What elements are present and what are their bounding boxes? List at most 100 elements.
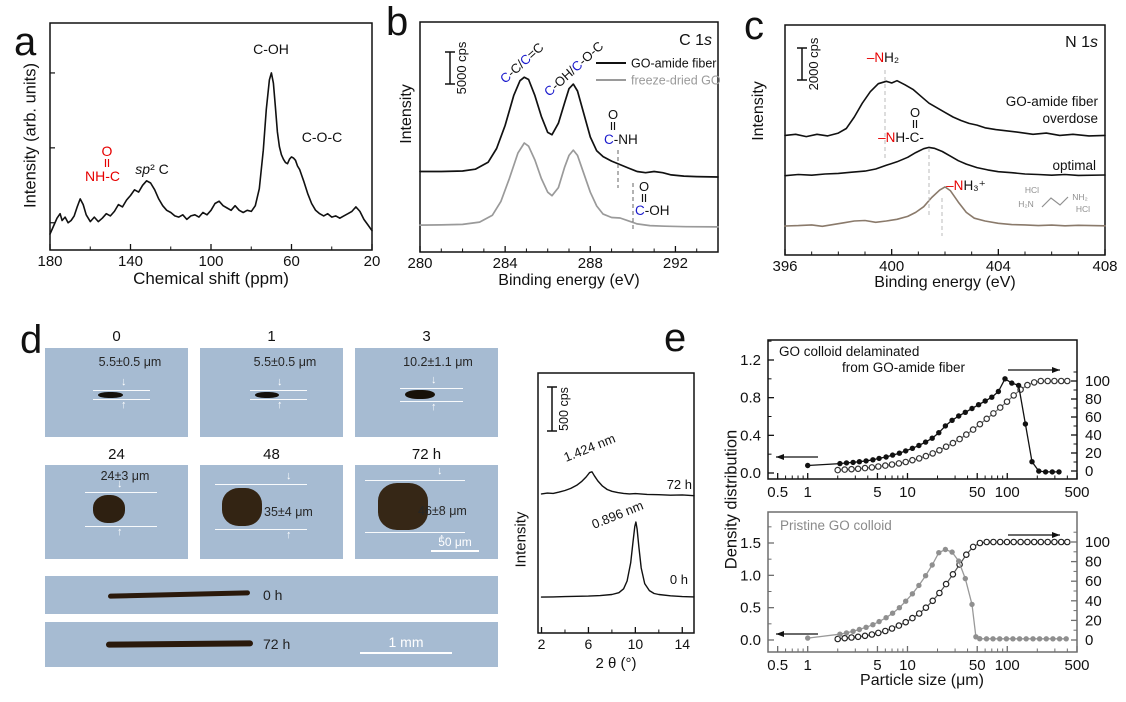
particle-size-bottom: 0.5 1 5 10 50 100 500 1.5 1.0 0.5 0.0 100 80 60 40 20 0 P… bbox=[740, 511, 1110, 674]
tile-time-label: 0 bbox=[112, 328, 121, 345]
svg-text:5: 5 bbox=[873, 657, 881, 674]
svg-text:0: 0 bbox=[1085, 463, 1093, 480]
fiber-cross-section bbox=[93, 495, 125, 523]
svg-text:1: 1 bbox=[804, 657, 812, 674]
microscopy-tile-0h: ↓ ↑ 5.5±0.5 μm bbox=[45, 348, 188, 437]
diameter-measurement: 24±3 μm bbox=[100, 469, 150, 483]
svg-text:C-OH: C-OH bbox=[635, 203, 670, 218]
svg-text:HCl: HCl bbox=[1076, 204, 1090, 214]
svg-text:from GO-amide fiber: from GO-amide fiber bbox=[842, 360, 966, 375]
panel-letter-b: b bbox=[386, 0, 409, 44]
svg-text:Pristine GO colloid: Pristine GO colloid bbox=[780, 518, 892, 533]
measure-line bbox=[400, 388, 463, 389]
axis-title-binding-energy-c: Binding energy (eV) bbox=[874, 274, 1016, 291]
microscopy-tile-24h: ↓ ↑ 24±3 μm bbox=[45, 465, 188, 559]
microscopy-tile-3h: ↓ ↑ 10.2±1.1 μm bbox=[355, 348, 498, 437]
xps-c1s-b: 280 284 288 292 5000 cps C 1s GO-amide fiber fr… bbox=[407, 21, 721, 272]
xps-n1s-c: 396 400 404 408 2000 cps N 1s –NH₂ GO-amide fib… bbox=[772, 24, 1118, 275]
svg-text:O: O bbox=[608, 107, 618, 122]
svg-text:10: 10 bbox=[899, 484, 916, 501]
down-arrow-icon: ↓ bbox=[431, 374, 437, 386]
svg-text:0.5: 0.5 bbox=[740, 600, 761, 617]
svg-text:500 cps: 500 cps bbox=[557, 387, 571, 431]
axis-title-two-theta: 2 θ (°) bbox=[595, 655, 637, 672]
svg-text:20: 20 bbox=[364, 253, 381, 270]
fiber-cross-section bbox=[255, 392, 279, 398]
scale-bar-1mm: 1 mm bbox=[360, 635, 452, 654]
microscopy-tile-48h: ↓ ↑ 35±4 μm bbox=[200, 465, 343, 559]
svg-text:284: 284 bbox=[493, 255, 518, 272]
measure-line bbox=[85, 492, 157, 493]
svg-text:H₂N: H₂N bbox=[1018, 199, 1034, 209]
svg-text:overdose: overdose bbox=[1042, 111, 1098, 126]
svg-text:100: 100 bbox=[995, 657, 1020, 674]
svg-text:sp² C: sp² C bbox=[135, 161, 168, 177]
svg-text:NH₂: NH₂ bbox=[1072, 192, 1088, 202]
scale-bar-50um: 50 μm bbox=[431, 535, 479, 552]
svg-text:50: 50 bbox=[969, 657, 986, 674]
strip-time-label: 0 h bbox=[263, 587, 283, 603]
measure-line bbox=[365, 480, 465, 481]
measure-line bbox=[93, 399, 150, 400]
diameter-measurement: 35±4 μm bbox=[264, 505, 313, 519]
svg-text:50: 50 bbox=[969, 484, 986, 501]
fiber-cross-section bbox=[222, 488, 262, 526]
tile-time-label: 24 bbox=[108, 446, 125, 463]
down-arrow-icon: ↓ bbox=[277, 376, 283, 388]
svg-text:optimal: optimal bbox=[1052, 158, 1096, 173]
svg-text:280: 280 bbox=[407, 255, 432, 272]
svg-text:GO-amide fiber: GO-amide fiber bbox=[1006, 94, 1099, 109]
svg-text:0.5: 0.5 bbox=[767, 657, 788, 674]
svg-text:1.0: 1.0 bbox=[740, 567, 761, 584]
svg-text:60: 60 bbox=[1085, 409, 1102, 426]
measure-line bbox=[215, 484, 307, 485]
tile-time-label: 48 bbox=[263, 446, 280, 463]
diameter-measurement: 5.5±0.5 μm bbox=[253, 355, 317, 369]
up-arrow-icon: ↑ bbox=[277, 399, 283, 411]
fiber-side-view bbox=[105, 640, 254, 648]
tile-time-label: 1 bbox=[267, 328, 276, 345]
panel-letter-e: e bbox=[664, 316, 687, 360]
measure-line bbox=[93, 390, 150, 391]
measure-line bbox=[250, 390, 307, 391]
diameter-measurement: 5.5±0.5 μm bbox=[98, 355, 162, 369]
up-arrow-icon: ↑ bbox=[439, 532, 445, 544]
svg-text:100: 100 bbox=[1085, 534, 1110, 551]
measure-line bbox=[85, 526, 157, 527]
fiber-cross-section bbox=[98, 392, 123, 398]
svg-text:60: 60 bbox=[283, 253, 300, 270]
svg-text:GO-amide fiber: GO-amide fiber bbox=[631, 57, 716, 71]
down-arrow-icon: ↓ bbox=[437, 465, 443, 477]
svg-text:O: O bbox=[639, 179, 649, 194]
svg-text:C-NH: C-NH bbox=[604, 132, 638, 147]
down-arrow-icon: ↓ bbox=[117, 478, 123, 490]
svg-text:100: 100 bbox=[198, 253, 223, 270]
panel-letter-c: c bbox=[744, 4, 764, 48]
down-arrow-icon: ↓ bbox=[121, 376, 127, 388]
svg-text:2: 2 bbox=[538, 636, 546, 652]
svg-text:100: 100 bbox=[1085, 373, 1110, 390]
svg-text:5000 cps: 5000 cps bbox=[454, 41, 469, 94]
svg-text:0.0: 0.0 bbox=[740, 632, 761, 649]
svg-text:1.2: 1.2 bbox=[740, 352, 761, 369]
svg-text:0.4: 0.4 bbox=[740, 427, 761, 444]
svg-text:5: 5 bbox=[873, 484, 881, 501]
svg-text:40: 40 bbox=[1085, 593, 1102, 610]
svg-text:10: 10 bbox=[899, 657, 916, 674]
measure-line bbox=[400, 401, 463, 402]
microscopy-tile-72h: ↓ ↑ 46±8 μm 50 μm bbox=[355, 465, 498, 559]
tile-time-label: 72 h bbox=[411, 446, 442, 463]
svg-text:20: 20 bbox=[1085, 445, 1102, 462]
measure-line bbox=[250, 399, 307, 400]
svg-text:80: 80 bbox=[1085, 554, 1102, 571]
svg-text:500: 500 bbox=[1064, 657, 1089, 674]
diameter-measurement: 46±8 μm bbox=[418, 504, 467, 518]
svg-text:C 1s: C 1s bbox=[679, 32, 712, 49]
fiber-strip-72h: 72 h 1 mm bbox=[45, 622, 498, 667]
fiber-strip-0h: 0 h bbox=[45, 576, 498, 614]
up-arrow-icon: ↑ bbox=[117, 526, 123, 538]
fiber-cross-section bbox=[378, 483, 428, 530]
svg-text:100: 100 bbox=[995, 484, 1020, 501]
svg-text:0.0: 0.0 bbox=[740, 465, 761, 482]
